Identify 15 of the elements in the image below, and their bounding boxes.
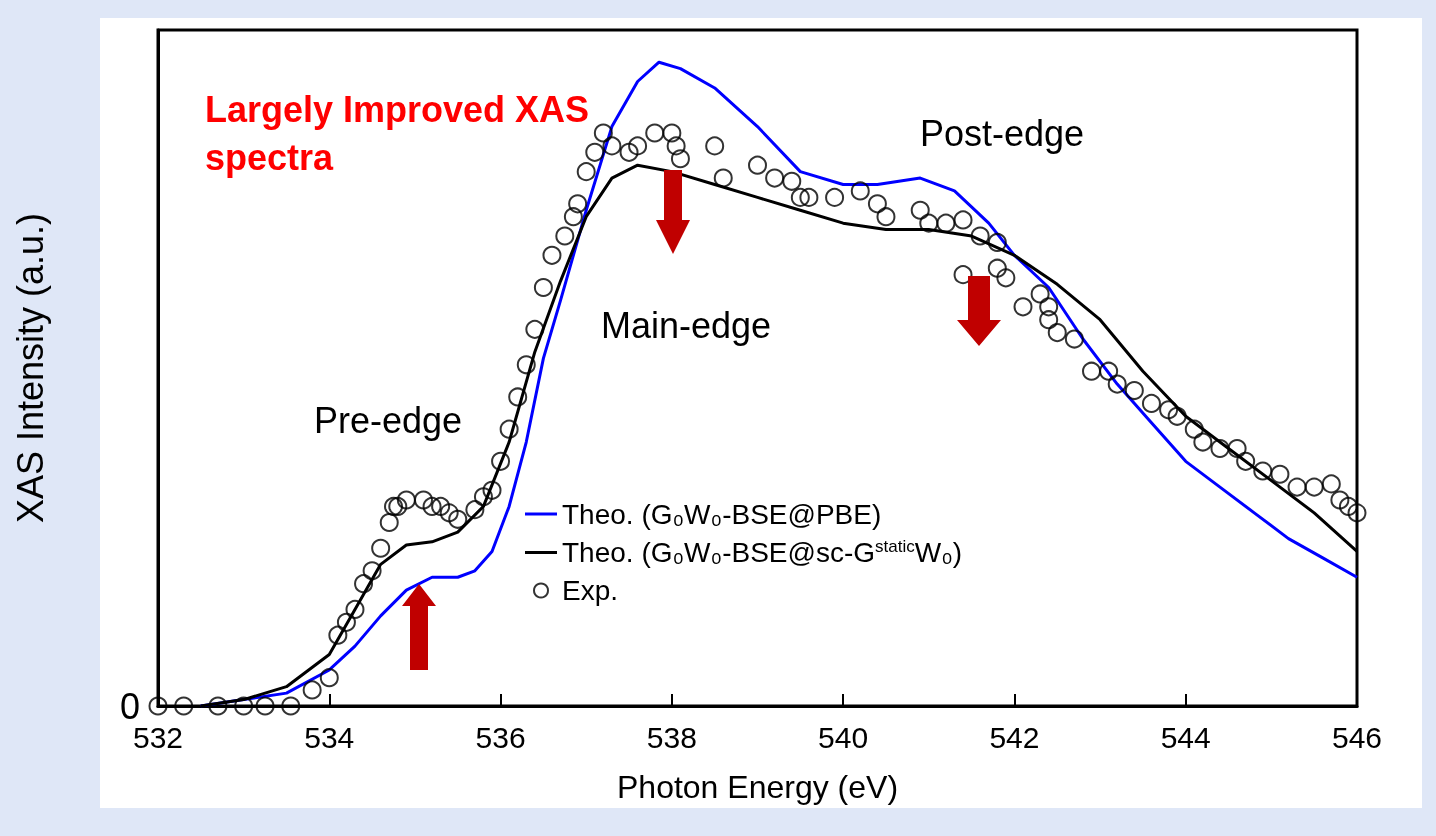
legend-label: Theo. (G₀W₀-BSE@PBE) <box>562 498 882 530</box>
x-tick-label: 544 <box>1160 720 1211 754</box>
x-tick-label: 542 <box>989 720 1040 754</box>
annotation: Main-edge <box>600 304 772 346</box>
text: Largely Improved XAS spectra <box>205 88 600 178</box>
annotation: Pre-edge <box>313 399 463 441</box>
x-tick-label: 534 <box>304 720 355 754</box>
legend-label: Exp. <box>562 575 619 606</box>
x-tick-label: 546 <box>1331 720 1383 754</box>
x-tick-label: 540 <box>818 720 869 754</box>
x-tick-label: 536 <box>475 720 526 754</box>
x-tick-label: 538 <box>646 720 697 754</box>
annotation: Post-edge <box>919 112 1085 154</box>
x-axis-title: Photon Energy (eV) <box>616 769 899 805</box>
y-axis-title: XAS Intensity (a.u.) <box>9 212 51 524</box>
